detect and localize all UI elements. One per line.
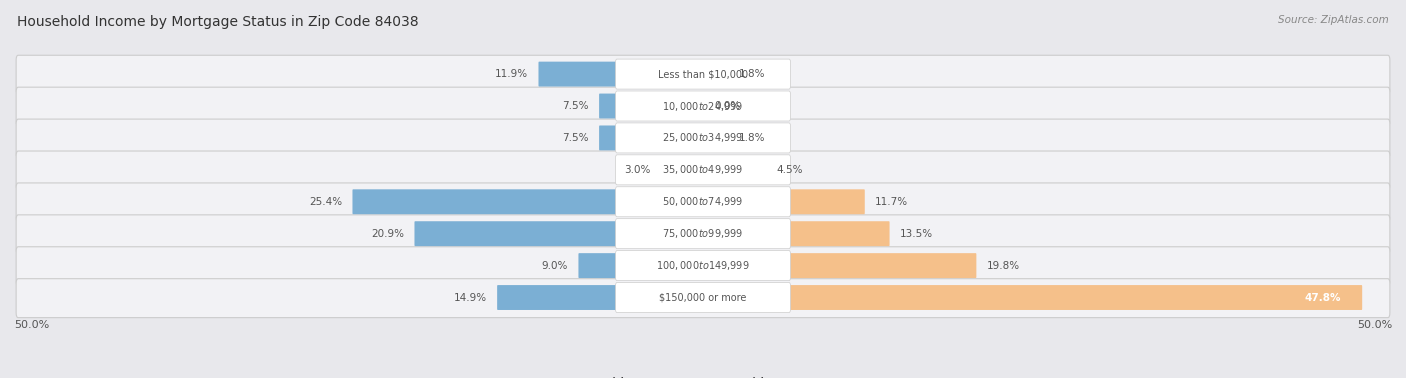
Text: 11.7%: 11.7% [875,197,908,207]
Text: 7.5%: 7.5% [562,133,589,143]
FancyBboxPatch shape [15,247,1391,286]
FancyBboxPatch shape [703,189,865,214]
FancyBboxPatch shape [15,151,1391,190]
FancyBboxPatch shape [703,285,1362,310]
FancyBboxPatch shape [15,119,1391,158]
Text: Household Income by Mortgage Status in Zip Code 84038: Household Income by Mortgage Status in Z… [17,15,419,29]
Text: $50,000 to $74,999: $50,000 to $74,999 [662,195,744,208]
Text: 3.0%: 3.0% [624,165,651,175]
Text: Less than $10,000: Less than $10,000 [658,69,748,79]
Text: $100,000 to $149,999: $100,000 to $149,999 [657,259,749,272]
Text: $10,000 to $24,999: $10,000 to $24,999 [662,99,744,113]
Legend: Without Mortgage, With Mortgage: Without Mortgage, With Mortgage [578,377,828,378]
Text: 14.9%: 14.9% [454,293,486,302]
FancyBboxPatch shape [599,125,703,150]
FancyBboxPatch shape [616,282,790,313]
FancyBboxPatch shape [15,279,1391,318]
Text: 47.8%: 47.8% [1305,293,1341,302]
Text: $150,000 or more: $150,000 or more [659,293,747,302]
Text: 0.0%: 0.0% [714,101,741,111]
FancyBboxPatch shape [616,123,790,153]
FancyBboxPatch shape [703,253,976,278]
FancyBboxPatch shape [415,221,703,246]
FancyBboxPatch shape [538,62,703,87]
FancyBboxPatch shape [616,59,790,89]
FancyBboxPatch shape [616,187,790,217]
Text: 50.0%: 50.0% [1357,320,1392,330]
Text: $35,000 to $49,999: $35,000 to $49,999 [662,163,744,177]
Text: 1.8%: 1.8% [738,133,765,143]
Text: 20.9%: 20.9% [371,229,404,239]
FancyBboxPatch shape [703,221,890,246]
Text: Source: ZipAtlas.com: Source: ZipAtlas.com [1278,15,1389,25]
Text: 19.8%: 19.8% [987,260,1019,271]
FancyBboxPatch shape [703,62,728,87]
FancyBboxPatch shape [15,87,1391,126]
FancyBboxPatch shape [578,253,703,278]
FancyBboxPatch shape [15,215,1391,254]
FancyBboxPatch shape [616,219,790,249]
Text: 50.0%: 50.0% [14,320,49,330]
FancyBboxPatch shape [498,285,703,310]
Text: 25.4%: 25.4% [309,197,342,207]
FancyBboxPatch shape [703,157,765,182]
Text: 13.5%: 13.5% [900,229,934,239]
Text: $75,000 to $99,999: $75,000 to $99,999 [662,227,744,240]
FancyBboxPatch shape [661,157,703,182]
FancyBboxPatch shape [599,94,703,118]
Text: 9.0%: 9.0% [541,260,568,271]
FancyBboxPatch shape [616,155,790,185]
Text: 1.8%: 1.8% [738,69,765,79]
FancyBboxPatch shape [15,55,1391,94]
FancyBboxPatch shape [616,251,790,280]
FancyBboxPatch shape [616,91,790,121]
FancyBboxPatch shape [15,183,1391,222]
FancyBboxPatch shape [703,125,728,150]
Text: 7.5%: 7.5% [562,101,589,111]
Text: 11.9%: 11.9% [495,69,529,79]
Text: $25,000 to $34,999: $25,000 to $34,999 [662,132,744,144]
FancyBboxPatch shape [353,189,703,214]
Text: 4.5%: 4.5% [776,165,803,175]
